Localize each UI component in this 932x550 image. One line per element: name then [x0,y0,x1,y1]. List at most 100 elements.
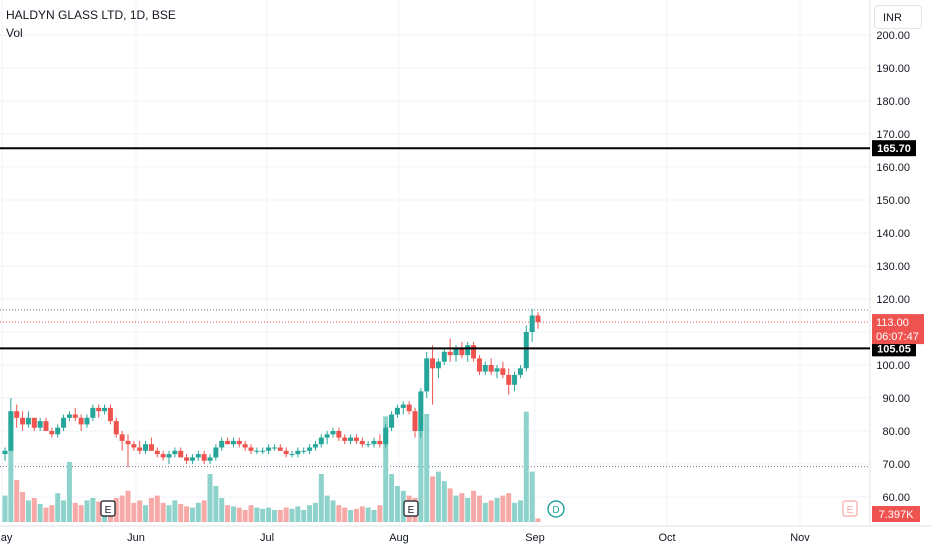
candle-body [195,454,201,458]
candle-body [230,440,236,445]
candle-body [260,450,266,452]
marker-text: D [552,505,559,516]
candle-body [453,348,459,356]
y-tick-label: 200.00 [876,30,910,42]
volume-bar [248,505,254,522]
volume-bar [430,476,436,522]
candle-body [166,454,172,458]
candle-body [336,431,342,438]
candle-body [14,411,20,418]
earnings-marker[interactable]: E [842,500,858,517]
candle-body [113,421,119,435]
volume-bar [453,495,459,522]
candle-body [523,332,529,369]
candle-body [213,447,219,458]
dividend-marker[interactable]: D [547,500,565,518]
candle-body [289,454,295,456]
x-tick-label: Jul [260,532,274,544]
volume-value-label: 7.397K [879,509,915,521]
candle-body [394,407,400,415]
candle-body [353,437,359,441]
candle-body [55,427,61,435]
x-tick-label: Aug [389,532,409,544]
candle-body [49,431,55,435]
y-tick-label: 180.00 [876,96,910,108]
volume-bar [184,506,190,522]
volume-bar [189,507,195,522]
volume-bar [535,518,541,522]
candle-body [441,351,447,362]
y-tick-label: 160.00 [876,162,910,174]
volume-bar [61,500,67,522]
volume-value-bg [872,506,920,522]
candle-body [119,434,125,441]
candle-body [25,417,31,425]
volume-bar [236,507,242,522]
candle-body [389,414,395,428]
volume-bar [148,498,154,522]
y-tick-label: 70.00 [882,459,910,471]
volume-bar [506,493,512,522]
volume-bar [418,416,424,522]
marker-text: E [847,505,854,516]
y-tick-label: 150.00 [876,195,910,207]
volume-bar [500,495,506,522]
candle-body [435,361,441,369]
countdown-label: 06:07:47 [876,331,919,343]
candle-body [377,440,383,445]
candle-body [535,315,541,323]
candle-body [266,447,272,451]
candle-body [406,404,412,412]
candle-body [359,440,365,445]
volume-bar [154,495,160,522]
volume-bar [353,508,359,522]
volume-legend: Vol [6,26,23,40]
volume-bar [37,504,43,522]
candle-body [201,454,207,461]
candle-body [148,444,154,451]
currency-button[interactable]: INR [874,5,922,29]
candle-body [125,440,131,445]
volume-bar [143,505,149,522]
volume-bar [301,510,307,522]
candle-body [342,437,348,441]
candle-body [494,368,500,372]
candle-body [430,358,436,369]
volume-bar [14,480,20,522]
candle-body [283,450,289,455]
volume-bar [330,500,336,522]
volume-bar [72,502,78,522]
candle-body [459,348,465,356]
candle-body [219,440,225,448]
candle-body [248,447,254,451]
volume-bar [447,488,453,522]
volume-bar [66,462,72,522]
earnings-marker[interactable]: E [100,500,116,517]
volume-bar [172,500,178,522]
volume-bar [471,490,477,522]
volume-bar [394,486,400,522]
candle-body [72,414,78,418]
volume-bar [476,495,482,522]
candle-body [78,417,84,425]
y-tick-label: 140.00 [876,228,910,240]
level-label-bg [872,140,916,157]
volume-bar [441,481,447,522]
earnings-marker[interactable]: E [403,500,419,517]
candle-body [172,450,178,455]
candle-body [307,447,313,451]
candle-body [66,414,72,418]
candle-body [96,407,102,412]
volume-bar [207,474,213,522]
candle-body [348,437,354,441]
volume-bar [49,505,55,522]
candle-body [236,440,242,445]
volume-bar [96,501,102,522]
volume-bar [78,505,84,522]
x-tick-label: Nov [790,532,810,544]
x-tick-label: Oct [658,532,675,544]
candle-body [254,450,260,452]
candle-body [102,407,108,412]
candle-body [512,374,518,385]
